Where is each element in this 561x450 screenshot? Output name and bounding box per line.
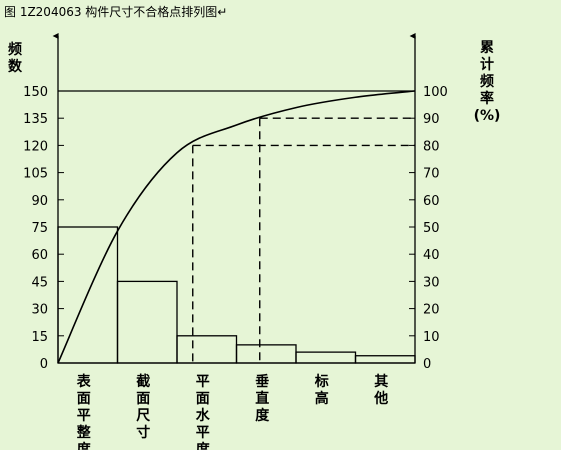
y-tick-label: 105 (23, 167, 48, 182)
y2-tick-label: 20 (423, 303, 440, 318)
bar (354, 355, 416, 364)
y-tick-label: 15 (31, 330, 48, 345)
y-tick-label: 150 (23, 85, 48, 100)
y-tick-label: 0 (40, 357, 48, 372)
x-category-label: 直 (255, 390, 269, 407)
y2-tick-label: 60 (423, 194, 440, 209)
y-tick-label: 120 (23, 139, 48, 154)
x-category-label: 其 (374, 374, 388, 390)
x-category-label: 整 (76, 424, 92, 441)
y2-axis-title: (%) (474, 108, 501, 124)
bar (116, 280, 178, 364)
x-category-label: 平 (196, 374, 210, 390)
x-category-label: 高 (315, 390, 329, 407)
x-category-label: 他 (373, 390, 388, 407)
y-tick-label: 60 (31, 248, 48, 263)
cumulative-curve (57, 90, 416, 364)
figure-caption: 图 1Z204063 构件尺寸不合格点排列图↵ (4, 5, 228, 19)
x-category-label: 面 (196, 391, 210, 407)
y2-tick-label: 40 (423, 248, 440, 263)
y2-tick-label: 30 (423, 275, 440, 290)
x-category-label: 平 (77, 408, 91, 424)
x-category-label: 度 (255, 407, 270, 424)
x-category-label: 寸 (136, 424, 150, 441)
x-category-label: 面 (136, 391, 150, 407)
x-category-label: 尺 (136, 408, 150, 424)
x-category-label: 度 (196, 441, 211, 450)
y2-tick-label: 70 (423, 167, 440, 182)
y2-tick-label: 80 (423, 139, 440, 154)
bar (235, 344, 297, 364)
y-tick-label: 30 (31, 303, 48, 318)
y-tick-label: 90 (31, 194, 48, 209)
y-tick-label: 75 (31, 221, 48, 236)
x-category-label: 水 (196, 407, 211, 424)
bar (295, 351, 357, 364)
y2-tick-label: 0 (423, 357, 431, 372)
y-tick-label: 135 (23, 112, 48, 127)
y2-axis-title: 频 (480, 73, 494, 90)
x-category-label: 面 (77, 391, 91, 407)
bar (176, 335, 238, 364)
y2-tick-label: 10 (423, 330, 440, 345)
y2-axis-title: 计 (480, 56, 494, 73)
y2-axis-title: 率 (480, 90, 494, 107)
y2-tick-label: 100 (423, 85, 448, 100)
y2-axis-title: 累 (480, 40, 494, 56)
y-axis-title: 频 (8, 41, 22, 58)
y2-tick-label: 90 (423, 112, 440, 127)
y-tick-label: 45 (31, 275, 48, 290)
x-category-label: 截 (136, 373, 150, 390)
x-category-label: 标 (314, 373, 329, 390)
x-category-label: 度 (77, 441, 92, 450)
y2-tick-label: 50 (423, 221, 440, 236)
x-category-label: 表 (76, 373, 92, 390)
x-category-label: 平 (196, 425, 210, 441)
y-axis-title: 数 (8, 58, 23, 75)
x-category-label: 垂 (255, 373, 269, 390)
